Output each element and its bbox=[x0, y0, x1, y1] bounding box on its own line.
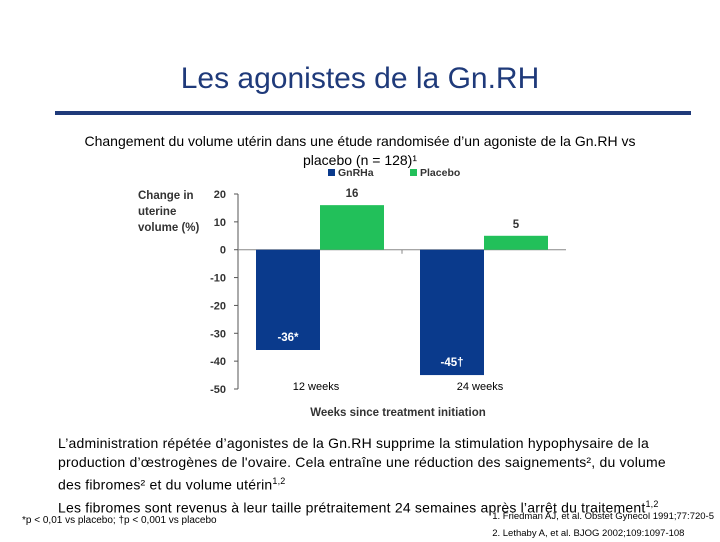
body-line-3-sup: 1,2 bbox=[272, 476, 286, 486]
y-axis-label-line: volume (%) bbox=[138, 222, 200, 234]
bar-placebo-1 bbox=[320, 205, 384, 250]
body-line-3-b: et du volume utérin bbox=[145, 476, 273, 493]
body-line-1: L’administration répétée d’agonistes de … bbox=[58, 435, 649, 451]
slide-title: Les agonistes de la Gn.RH bbox=[180, 62, 540, 95]
bar-gnrha-1 bbox=[256, 249, 320, 350]
body-line-4-sup: 1,2 bbox=[645, 498, 659, 509]
bar-value-label: 5 bbox=[513, 219, 520, 231]
body-line-3: des fibromes² et du volume utérin1,2 bbox=[58, 472, 698, 495]
y-tick-label: 0 bbox=[220, 245, 226, 257]
y-tick-label: -10 bbox=[210, 273, 226, 285]
y-tick-label: -20 bbox=[210, 300, 226, 312]
bar-value-label: -36* bbox=[277, 332, 299, 344]
bar-gnrha-2 bbox=[420, 249, 484, 376]
y-tick-label: 20 bbox=[214, 189, 226, 201]
uterine-volume-chart: 20 10 0 -10 -20 -30 -40 -50 Change in uterine volu… bbox=[138, 167, 566, 419]
y-tick-label: -50 bbox=[210, 384, 226, 396]
chart-subtitle: Changement du volume utérin dans une étu… bbox=[84, 133, 636, 168]
body-line-4-a: Les fibromes sont revenus à leur taille … bbox=[58, 499, 646, 516]
body-line-4: Les fibromes sont revenus à leur taille … bbox=[58, 495, 698, 518]
references: 1. Friedman AJ, et al. Obstet Gynecol 19… bbox=[492, 508, 714, 542]
legend-label-placebo: Placebo bbox=[420, 167, 460, 179]
bar-placebo-2 bbox=[484, 235, 548, 250]
reference-2: 2. Lethaby A, et al. BJOG 2002;109:1097-… bbox=[492, 528, 685, 539]
body-line-2: production d’œstrogènes de l'ovaire. Cel… bbox=[58, 454, 666, 470]
body-line-3-a: des fibromes² bbox=[58, 476, 146, 493]
y-tick-label: 10 bbox=[214, 217, 226, 229]
legend-swatch-gnrha bbox=[328, 169, 335, 176]
legend-swatch-placebo bbox=[410, 169, 417, 176]
legend-label-gnrha: GnRHa bbox=[338, 167, 374, 179]
x-category-label: 24 weeks bbox=[457, 381, 504, 393]
title-divider bbox=[55, 111, 691, 115]
y-tick-label: -30 bbox=[210, 328, 226, 340]
x-category-label: 12 weeks bbox=[293, 381, 340, 393]
y-tick-label: -40 bbox=[210, 356, 226, 368]
bar-value-label: 16 bbox=[346, 188, 359, 200]
y-axis-label-line: uterine bbox=[138, 206, 176, 218]
reference-1: 1. Friedman AJ, et al. Obstet Gynecol 19… bbox=[492, 511, 714, 522]
significance-footnote: *p < 0,01 vs placebo; †p < 0,001 vs plac… bbox=[22, 515, 217, 526]
x-axis-title: Weeks since treatment initiation bbox=[310, 407, 486, 419]
y-axis-label-line: Change in bbox=[138, 190, 194, 202]
bar-value-label: -45† bbox=[440, 357, 463, 369]
body-text: L’administration répétée d’agonistes de … bbox=[58, 434, 698, 517]
